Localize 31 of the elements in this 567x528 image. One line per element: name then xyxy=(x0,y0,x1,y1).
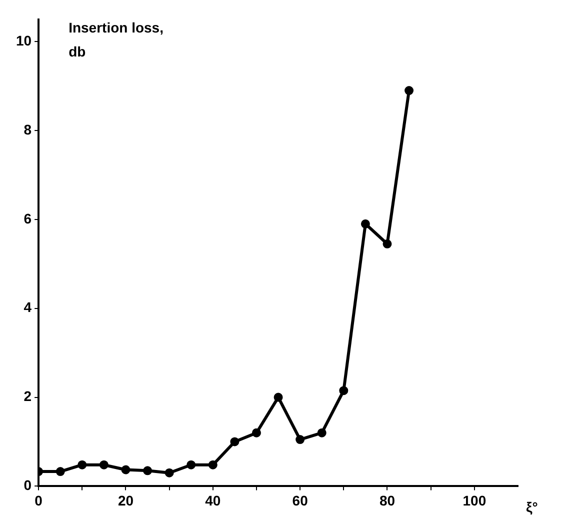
y-tick-label: 10 xyxy=(16,32,32,48)
x-tick-label: 80 xyxy=(379,492,396,508)
point xyxy=(404,86,414,96)
y-tick-label: 4 xyxy=(24,299,32,316)
y-tick-label: 8 xyxy=(24,121,32,138)
point xyxy=(78,460,87,470)
point xyxy=(274,392,283,402)
point xyxy=(360,219,370,228)
y-tick-label: 6 xyxy=(24,210,32,226)
point xyxy=(317,428,326,438)
point xyxy=(121,465,130,474)
point xyxy=(252,428,261,438)
x-tick-label: 100 xyxy=(462,492,486,508)
point xyxy=(164,468,174,478)
point xyxy=(56,467,65,476)
point xyxy=(143,466,152,476)
y-axis-title: Insertion loss, db xyxy=(68,19,164,60)
x-tick-label: 0 xyxy=(34,492,43,508)
point xyxy=(382,239,392,248)
point xyxy=(208,460,218,470)
x-tick-label: 60 xyxy=(292,492,308,508)
point xyxy=(186,460,196,470)
point xyxy=(230,437,240,446)
y-tick-label: 2 xyxy=(24,388,32,404)
y-tick-label: 0 xyxy=(24,477,32,494)
point xyxy=(339,386,348,396)
x-axis-title: ξ° xyxy=(526,499,538,516)
point xyxy=(296,435,305,444)
x-tick-label: 20 xyxy=(118,492,134,508)
point xyxy=(99,460,108,470)
x-tick-label: 40 xyxy=(205,492,221,508)
